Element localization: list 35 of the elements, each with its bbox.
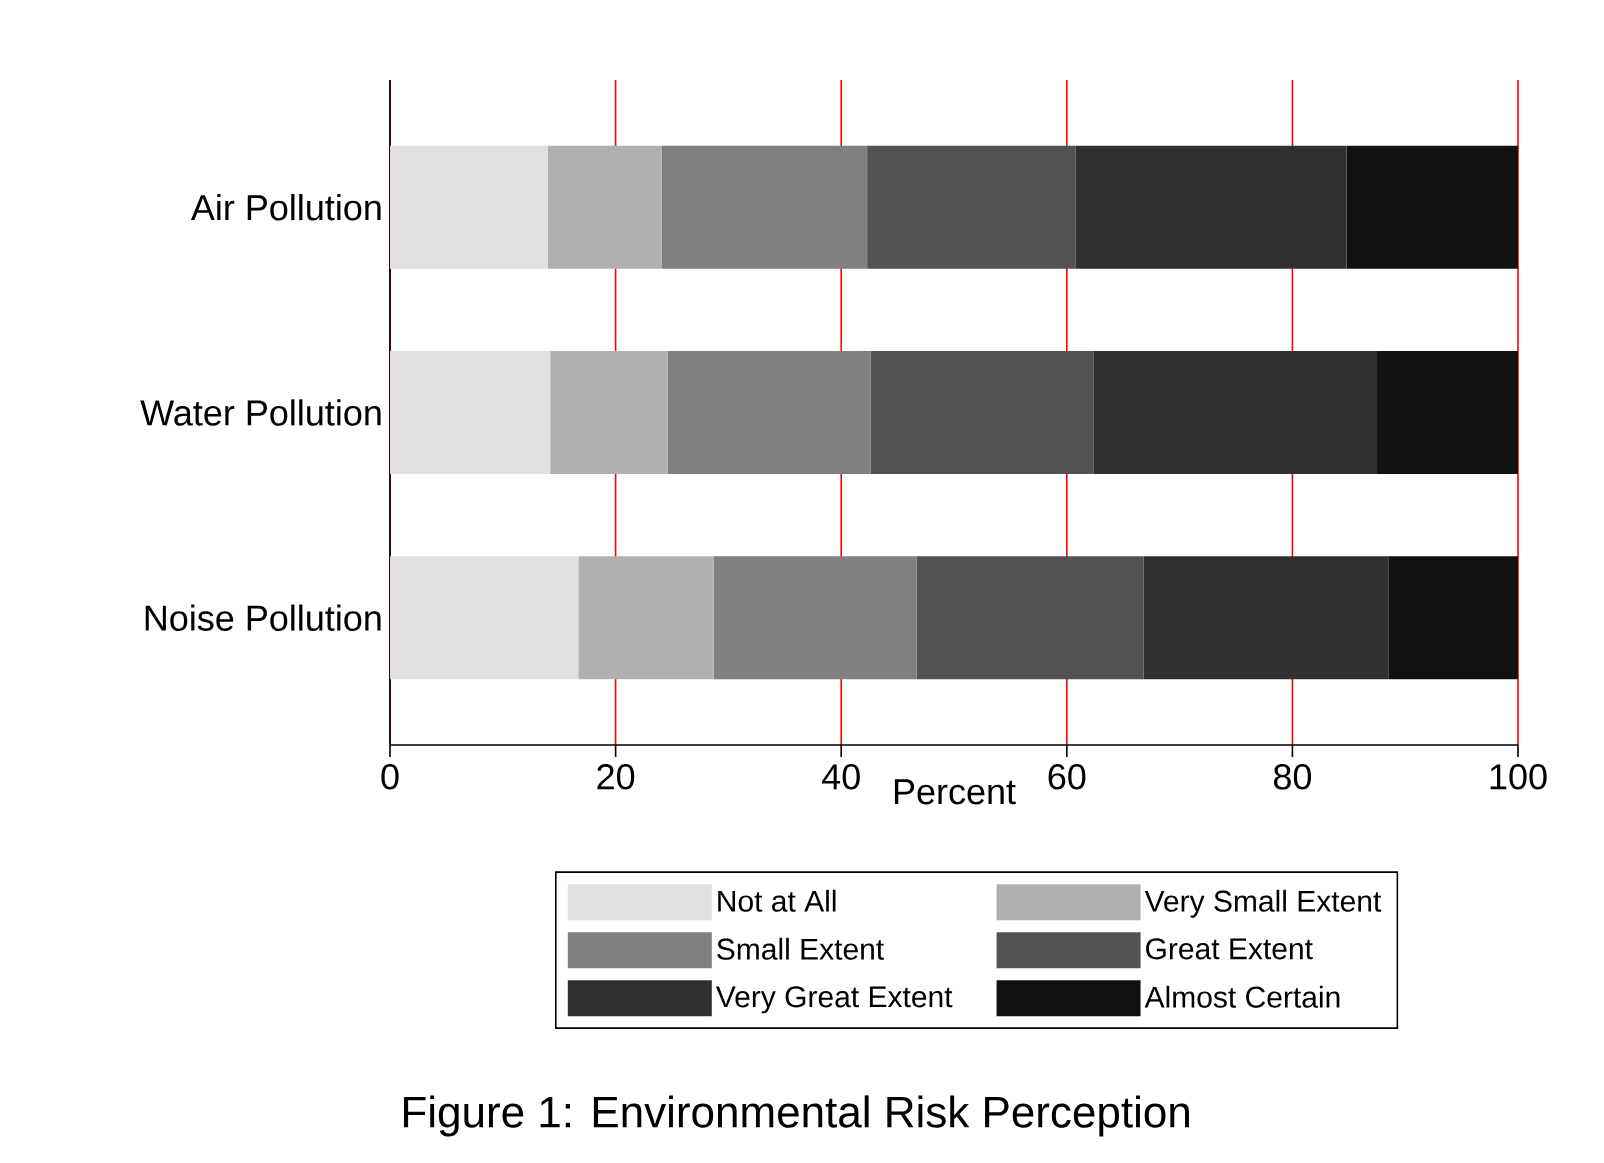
legend-label: Great Extent [1146, 938, 1313, 960]
x-tick-label: 20 [597, 764, 635, 790]
bar [547, 145, 662, 269]
bar [1346, 145, 1519, 269]
bar [390, 350, 551, 475]
x-tick-label: 40 [822, 764, 860, 790]
bar [870, 350, 1094, 475]
bar [1377, 350, 1519, 475]
bar [667, 350, 871, 475]
legend-label: Almost Certain [1144, 985, 1340, 1008]
bar [916, 556, 1144, 680]
text: Figure 1: Environmental Risk Perception [404, 1095, 1189, 1137]
x-tick-label: 0 [381, 764, 399, 790]
bar [713, 556, 917, 680]
x-tick-label: 100 [1490, 764, 1547, 790]
bar [578, 556, 714, 680]
bar [550, 350, 668, 475]
y-tick-label: Noise Pollution [145, 604, 381, 631]
legend-label: Not at All [718, 889, 836, 912]
y-tick-label: Air Pollution [190, 194, 381, 221]
bar [661, 145, 868, 269]
bar [1075, 145, 1347, 269]
bar [1388, 556, 1519, 680]
legend-label: Very Great Extent [715, 986, 953, 1014]
bar [1143, 556, 1389, 680]
legend-label: Small Extent [717, 937, 884, 960]
legend-label: Very Small Extent [1144, 889, 1382, 918]
bar [867, 145, 1076, 269]
x-tick-label: 60 [1048, 764, 1086, 790]
bar [390, 145, 548, 269]
y-tick-label: Water Pollution [140, 399, 381, 426]
x-tick-label: 80 [1273, 764, 1312, 790]
x-axis-title: Percent [894, 779, 1016, 805]
bar [1093, 350, 1378, 475]
bar [390, 556, 579, 680]
